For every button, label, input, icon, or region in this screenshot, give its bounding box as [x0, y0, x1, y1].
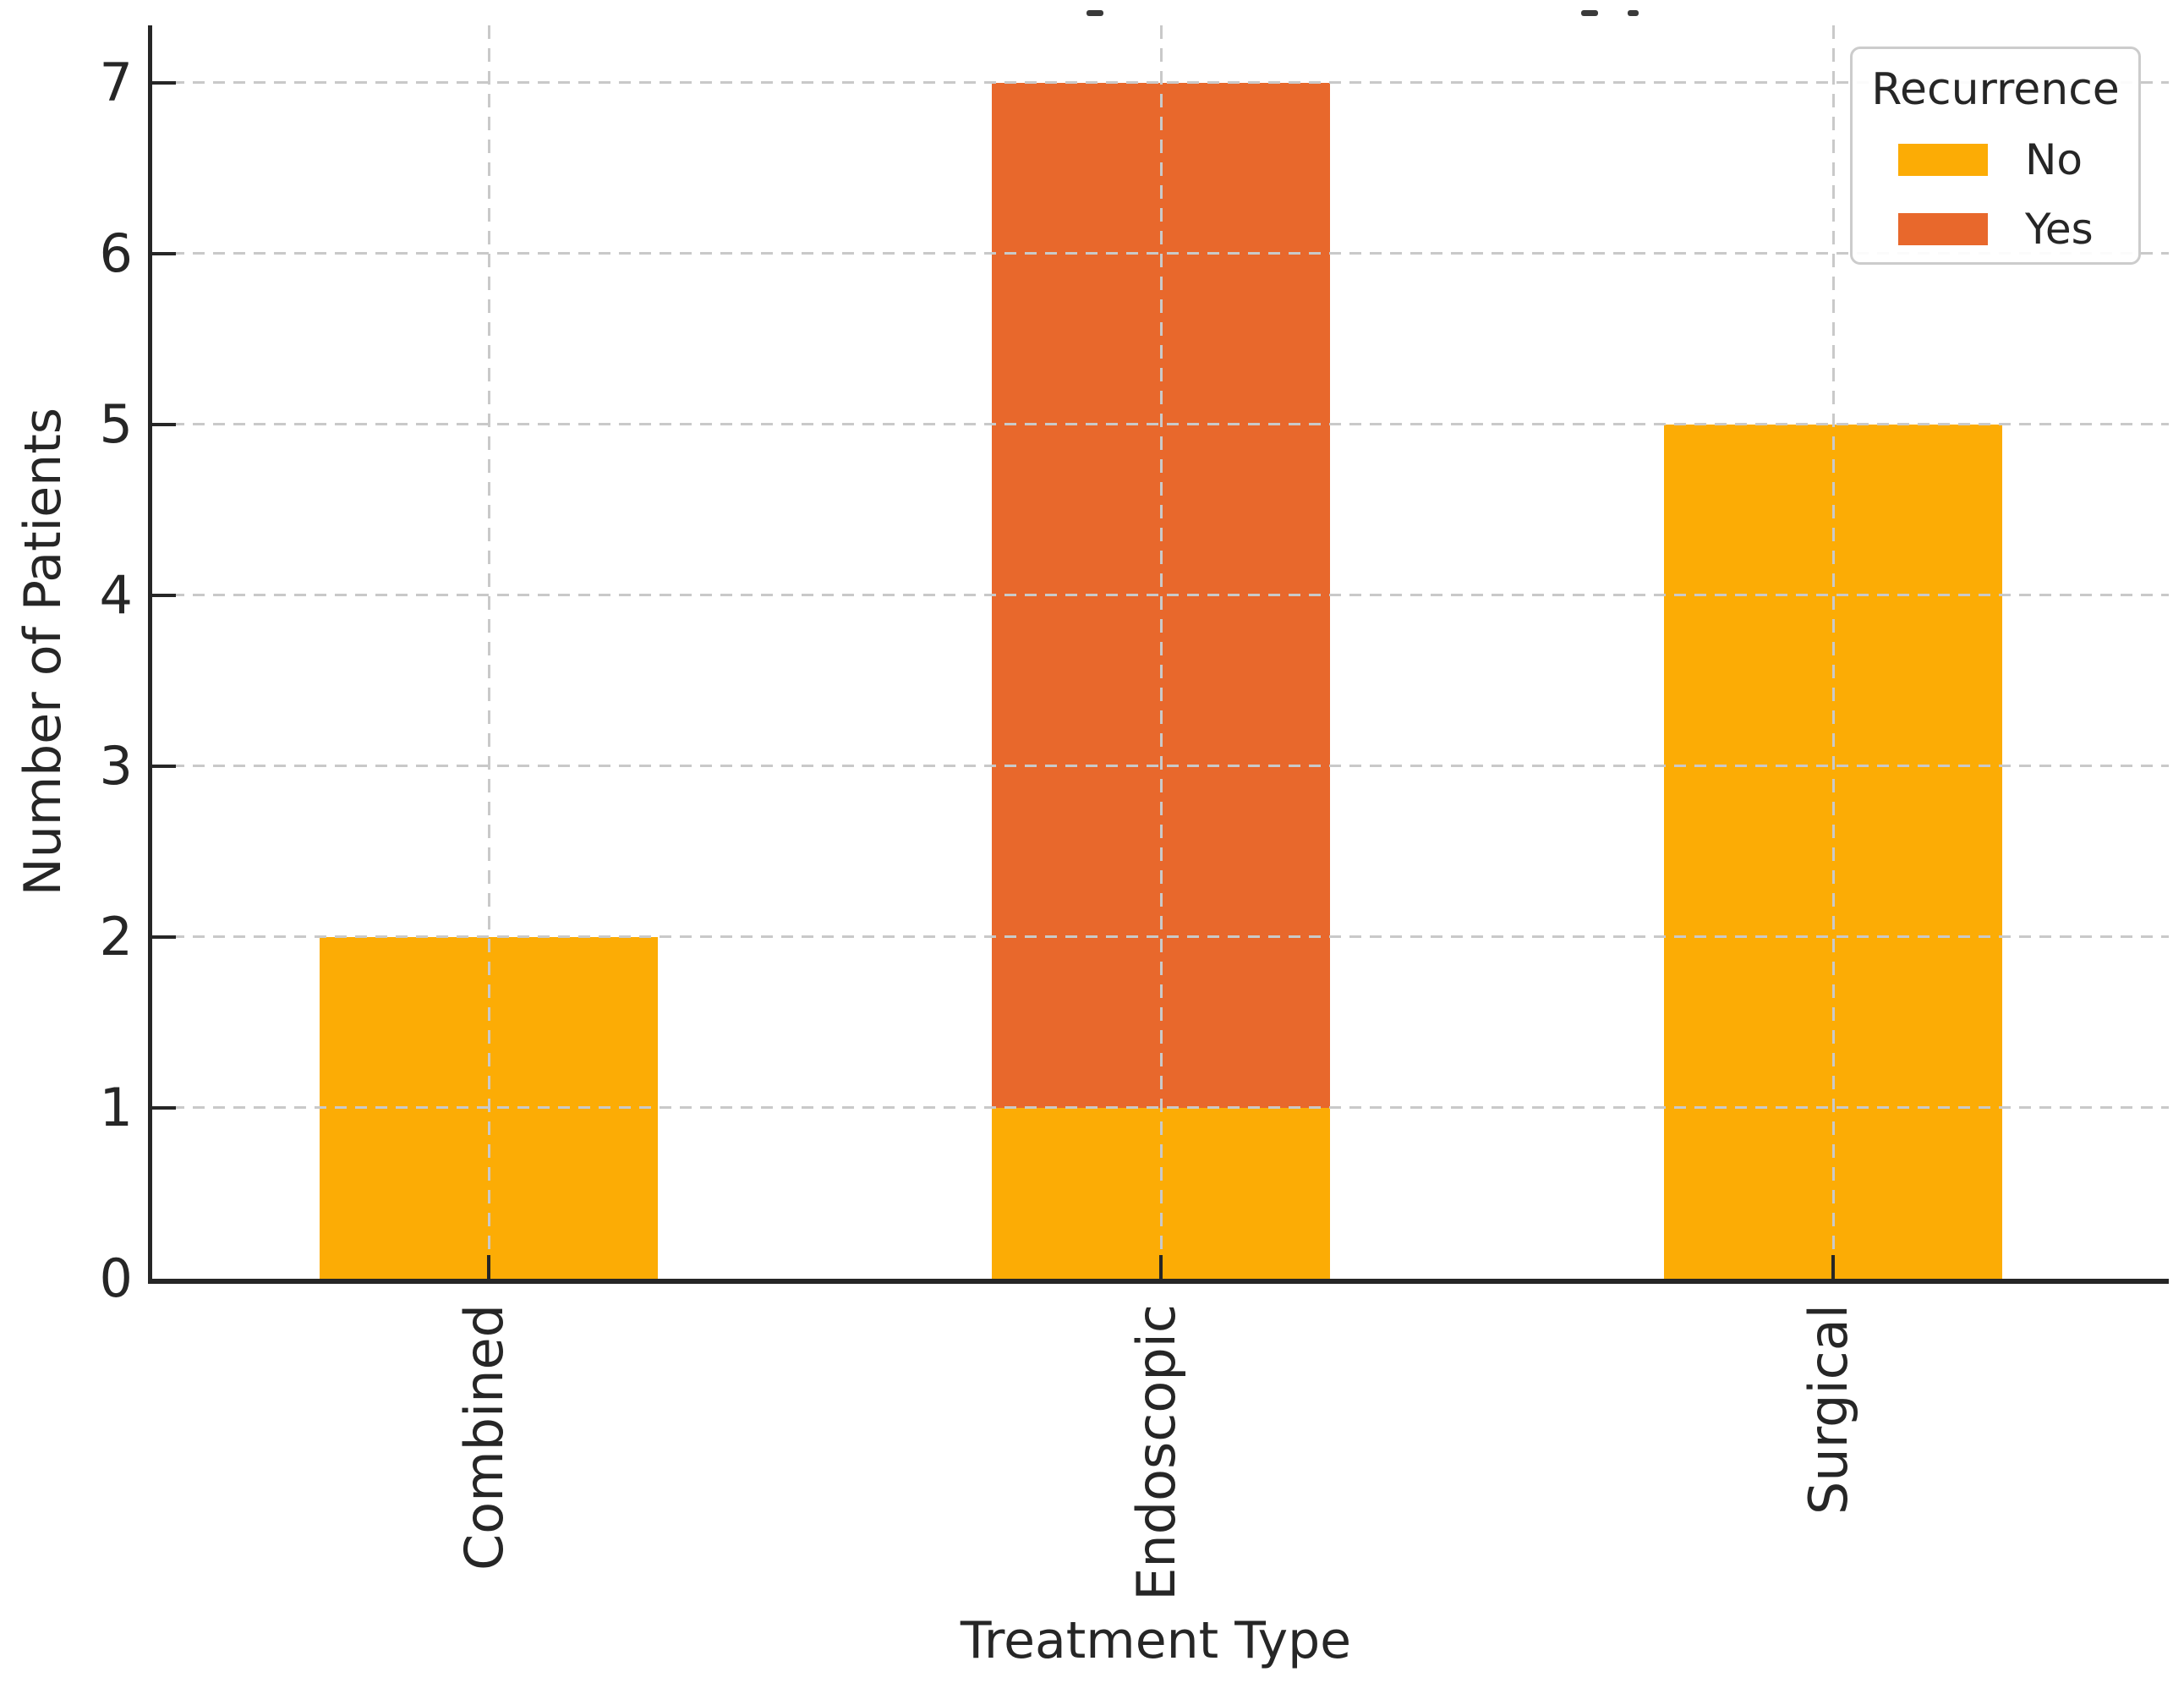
y-tick-mark-7	[152, 81, 176, 85]
x-tick-label-surgical: Surgical	[1797, 1304, 1859, 1515]
x-tick-label-endoscopic: Endoscopic	[1125, 1304, 1187, 1601]
y-tick-label-1: 1	[99, 1077, 133, 1138]
vertical-gridline-combined	[487, 25, 490, 1279]
y-axis-label: Number of Patients	[14, 408, 73, 896]
legend-title: Recurrence	[1871, 64, 2120, 115]
legend: Recurrence No Yes	[1850, 47, 2141, 265]
ticks-layer	[152, 25, 2169, 1279]
legend-item-label-no: No	[2025, 135, 2083, 184]
x-tick-label-combined: Combined	[452, 1304, 515, 1571]
y-tick-label-0: 0	[99, 1247, 133, 1309]
y-tick-label-3: 3	[99, 735, 133, 797]
vertical-gridline-endoscopic	[1159, 25, 1163, 1279]
y-tick-label-5: 5	[99, 393, 133, 455]
y-tick-mark-4	[152, 594, 176, 597]
legend-item-label-yes: Yes	[2025, 205, 2094, 254]
legend-items: No Yes	[1853, 135, 2138, 254]
legend-swatch-no	[1898, 144, 1988, 176]
vertical-gridline-surgical	[1831, 25, 1835, 1279]
legend-item-no: No	[1898, 135, 2138, 184]
y-tick-mark-5	[152, 423, 176, 426]
legend-item-yes: Yes	[1898, 205, 2138, 254]
x-tick-mark-endoscopic	[1158, 1255, 1163, 1279]
x-axis-label: Treatment Type	[960, 1611, 1352, 1670]
clipped-text-fragment	[1581, 10, 1598, 16]
plot-area	[148, 25, 2169, 1284]
y-tick-label-2: 2	[99, 906, 133, 968]
legend-swatch-yes	[1898, 213, 1988, 245]
y-tick-mark-3	[152, 765, 176, 768]
clipped-text-fragment	[1087, 10, 1103, 16]
grid-layer	[152, 25, 2169, 1279]
y-tick-label-6: 6	[99, 222, 133, 284]
x-tick-mark-surgical	[1831, 1255, 1835, 1279]
y-tick-label-7: 7	[99, 52, 133, 113]
y-tick-mark-6	[152, 252, 176, 255]
y-tick-label-4: 4	[99, 564, 133, 626]
y-tick-mark-2	[152, 935, 176, 939]
clipped-text-fragment	[1628, 10, 1639, 16]
x-tick-mark-combined	[486, 1255, 490, 1279]
y-tick-mark-1	[152, 1106, 176, 1110]
